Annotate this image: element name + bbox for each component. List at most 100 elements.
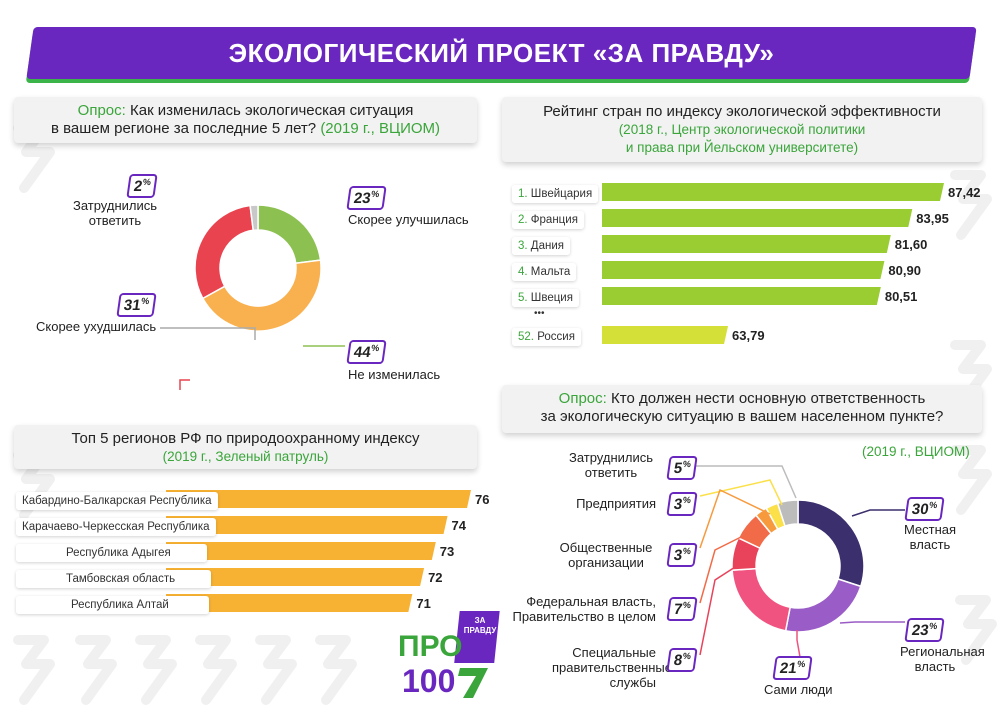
ranking-value-5: 80,51 [885, 289, 918, 304]
poll1-pct-same: 44% [346, 340, 387, 364]
regions-title-box: Топ 5 регионов РФ по природоохранному ин… [14, 425, 477, 469]
poll2-leader-people [796, 630, 801, 658]
ranking-country-4: Мальта [530, 266, 571, 278]
poll2-slice-2 [731, 567, 792, 632]
poll2-pct-people: 21% [772, 656, 813, 680]
ranking-country-1: Швейцария [530, 188, 593, 200]
svg-text:ПРО: ПРО [398, 630, 463, 663]
poll2-label-business: Предприятия [576, 496, 656, 511]
ranking-row-6: 52. Россия [512, 327, 581, 346]
ranking-label-1: 1. Швейцария [512, 185, 599, 203]
poll2-pct-orgs-unit: % [682, 546, 692, 556]
poll1-leader-worse [179, 379, 190, 390]
ranking-rank-2: 2. [518, 214, 528, 226]
poll2-pct-orgs: 3% [666, 543, 699, 567]
poll2-label-regional: Региональная власть [900, 644, 985, 674]
poll1-pct-better-value: 23 [352, 190, 372, 207]
ranking-bar-2 [602, 209, 913, 227]
poll2-leader-regional [839, 621, 905, 624]
poll2-pct-business-unit: % [682, 495, 692, 505]
poll2-pct-federal-unit: % [682, 600, 692, 610]
poll1-pct-worse-value: 31 [122, 297, 142, 314]
poll2-slice-1 [784, 578, 862, 633]
poll1-pct-better-unit: % [370, 189, 380, 199]
regions-bar-1 [166, 490, 471, 508]
ranking-row-1: 1. Швейцария [512, 184, 599, 203]
ranking-bars: 87,42 83,95 81,60 80,90 80,51 63,79 [602, 183, 981, 344]
ranking-country-2: Франция [530, 214, 578, 226]
ranking-row-2: 2. Франция [512, 210, 584, 229]
poll1-slice-1 [201, 259, 322, 332]
ranking-rank-6: 52. [518, 331, 534, 343]
ranking-rank-4: 4. [518, 266, 528, 278]
poll2-pct-regional: 23% [904, 618, 945, 642]
regions-row-2: Карачаево-Черкесская Республика [16, 517, 216, 536]
poll2-leader-unsure [695, 465, 797, 499]
regions-label-3: Республика Адыгея [16, 544, 207, 562]
regions-row-1: Кабардино-Балкарская Республика [16, 491, 218, 510]
poll2-label-orgs: Общественные организации [559, 540, 653, 570]
poll1-title-box: Опрос: Как изменилась экологическая ситу… [14, 97, 477, 143]
regions-source: (2019 г., Зеленый патруль) [162, 449, 329, 464]
poll1-question-line2: в вашем регионе за последние 5 лет? [50, 120, 317, 137]
ranking-bar-5 [602, 287, 881, 305]
regions-label-4: Тамбовская область [16, 570, 212, 588]
poll2-label-unsure: Затруднились ответить [568, 450, 654, 480]
ranking-bar-4 [602, 261, 885, 279]
regions-row-4: Тамбовская область [16, 569, 212, 588]
poll2-title-box: Опрос: Кто должен нести основную ответст… [502, 385, 982, 433]
ranking-source-line2: и права при Йельском университете) [625, 140, 859, 155]
ranking-row-4: 4. Мальта [512, 262, 577, 281]
poll2-label-services: Специальные правительственные службы [552, 645, 673, 690]
poll1-prefix: Опрос: [77, 102, 126, 119]
poll2-pct-services-unit: % [682, 651, 692, 661]
poll1-source: (2019 г., ВЦИОМ) [320, 120, 441, 137]
ranking-rank-5: 5. [518, 292, 528, 304]
poll1-slice-3 [249, 204, 259, 232]
logo-badge-line1: ЗА [474, 616, 486, 625]
ranking-country-6: Россия [537, 331, 575, 343]
logo-badge-line2: ПРАВДУ [463, 626, 497, 635]
ranking-row-3: 3. Дания [512, 236, 570, 255]
poll2-pct-federal: 7% [666, 597, 699, 621]
poll1-pct-same-unit: % [370, 343, 380, 353]
ranking-rank-1: 1. [518, 188, 528, 200]
ranking-label-3: 3. Дания [512, 237, 570, 255]
ranking-title-box: Рейтинг стран по индексу экологической э… [502, 97, 982, 162]
ranking-label-5: 5. Швеция [512, 289, 579, 307]
regions-label-5: Республика Алтай [16, 596, 209, 614]
poll2-leader-local [851, 509, 905, 517]
poll1-label-same: Не изменилась [348, 367, 441, 382]
regions-bar-3 [166, 542, 436, 560]
poll1-pct-same-value: 44 [352, 344, 372, 361]
ranking-value-1: 87,42 [948, 185, 981, 200]
regions-value-2: 74 [452, 518, 467, 533]
poll2-source: (2019 г., ВЦИОМ) [862, 444, 970, 459]
svg-text:100: 100 [402, 663, 455, 699]
ranking-country-3: Дания [530, 240, 564, 252]
ranking-label-6: 52. Россия [512, 328, 581, 346]
poll2-pct-services: 8% [666, 648, 699, 672]
page-title: ЭКОЛОГИЧЕСКИЙ ПРОЕКТ «ЗА ПРАВДУ» [228, 37, 775, 68]
poll1-pct-better: 23% [346, 186, 387, 210]
ranking-bar-1 [602, 183, 944, 201]
poll1-pct-unsure: 2% [126, 174, 159, 198]
regions-bars: 76 74 73 72 71 [166, 490, 489, 612]
poll2-pct-regional-unit: % [928, 621, 938, 631]
poll2-label-people: Сами люди [764, 682, 833, 697]
poll2-leader-orgs [699, 488, 771, 549]
ranking-value-6: 63,79 [732, 328, 765, 343]
ranking-row-5: 5. Швеция [512, 288, 579, 307]
poll2-pct-local-value: 30 [910, 501, 930, 518]
regions-bar-2 [166, 516, 448, 534]
regions-label-1: Кабардино-Балкарская Республика [16, 492, 218, 510]
ranking-value-3: 81,60 [895, 237, 928, 252]
ranking-rank-3: 3. [518, 240, 528, 252]
poll1-label-unsure: Затруднились ответить [72, 198, 158, 228]
poll1-label-worse: Скорее ухудшилась [36, 319, 157, 334]
poll2-pct-people-value: 21 [778, 660, 798, 677]
poll2-slice-0 [797, 499, 865, 588]
regions-chart: 76 74 73 72 71 Кабардино-Балкарская Республи… [16, 486, 496, 616]
poll2-question-line2: за экологическую ситуацию в вашем населе… [540, 408, 944, 425]
regions-value-3: 73 [440, 544, 454, 559]
